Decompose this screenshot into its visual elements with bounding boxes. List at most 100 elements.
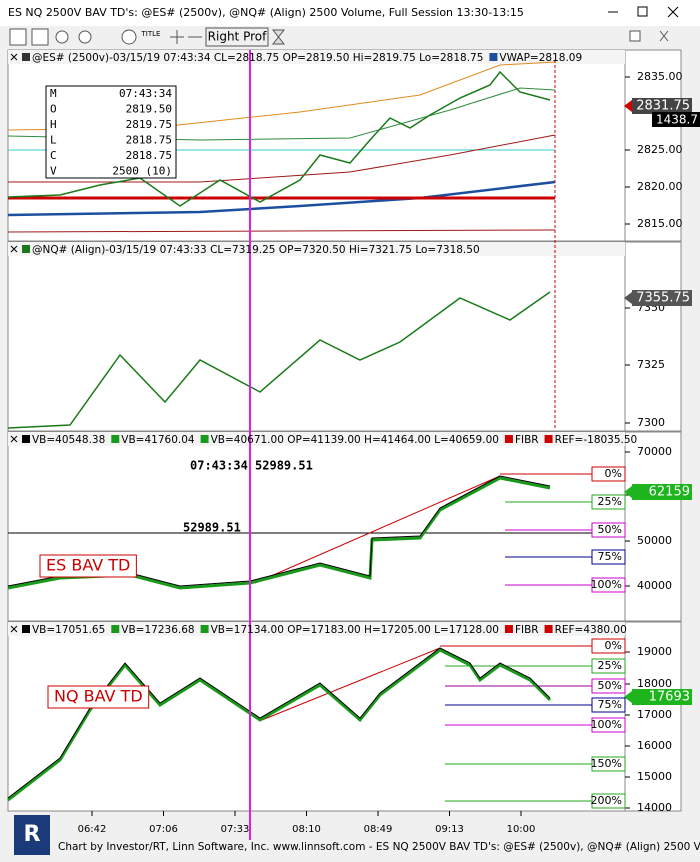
axis-label: 2835.00 [637, 70, 683, 83]
fib-label-box [591, 658, 626, 674]
legend-swatch [544, 625, 553, 633]
price-axis [624, 49, 682, 242]
name-box-text: NQ BAV TD [54, 687, 143, 706]
header-item: VB=17051.65 [32, 624, 105, 636]
header-item: @NQ# (Align)-03/15/19 07:43:33 CL=7319.2… [32, 244, 480, 256]
panel-header [8, 622, 625, 636]
time-label: 09:13 [435, 824, 464, 835]
data-window-key: H [50, 118, 57, 131]
close[interactable] [667, 6, 679, 18]
fib-label-box [591, 678, 626, 694]
legend-swatch [111, 435, 120, 443]
header-item: VB=17134.00 OP=17183.00 H=17205.00 L=171… [211, 624, 499, 636]
header-item: VB=41760.04 [121, 434, 195, 446]
axis-label: 17000 [637, 708, 672, 721]
price-axis [624, 621, 682, 812]
fib-label: 0% [605, 639, 622, 652]
chart-panel [7, 431, 626, 622]
window-buttons[interactable] [608, 6, 679, 18]
time-label: 07:06 [149, 824, 178, 835]
legend-swatch [22, 625, 30, 633]
header-item: VB=17236.68 [121, 624, 194, 636]
close-chart[interactable] [659, 30, 669, 42]
fib-label: 150% [591, 757, 622, 770]
fib-label-box [591, 638, 626, 654]
chart-panel [7, 621, 626, 812]
restore[interactable] [629, 30, 641, 42]
fib-label-box [591, 717, 626, 733]
time-label: 07:33 [221, 824, 250, 835]
axis-label: 14000 [637, 801, 672, 814]
price-tag-text: 17693 [649, 690, 690, 705]
volume-tag-text: 1438.7 [656, 113, 698, 127]
panel-header [8, 432, 625, 446]
tag-arrow [624, 292, 632, 304]
annotation: 07:43:34 52989.51 [190, 459, 313, 473]
band-line [8, 134, 556, 183]
time-label: 10:00 [507, 824, 536, 835]
panel-header [8, 242, 625, 256]
fib-label: 25% [598, 659, 622, 672]
axis-label: 19000 [637, 645, 672, 658]
axis-label: 2815.00 [637, 217, 683, 230]
fib-label: 0% [605, 467, 622, 480]
axis-label: 50000 [637, 534, 672, 547]
data-window-key: M [50, 87, 57, 100]
settings-icon[interactable] [78, 30, 92, 44]
tag-arrow [624, 100, 632, 112]
price-tag [632, 689, 692, 705]
fib-label-box [591, 577, 626, 593]
price-line [7, 291, 551, 429]
fib-label-box [591, 549, 626, 565]
clock-icon[interactable] [121, 29, 137, 45]
fib-label: 50% [598, 679, 622, 692]
legend-swatch [22, 53, 30, 61]
crosshair-icon[interactable] [170, 30, 202, 44]
tag-arrow [624, 691, 632, 703]
fib-trend [254, 475, 501, 584]
header-item: VWAP=2818.09 [499, 52, 582, 64]
logo [14, 815, 50, 855]
chart-panel [7, 241, 626, 432]
band-line [7, 229, 556, 233]
close-panel [10, 435, 18, 443]
price-tag-text: 62159 [649, 485, 690, 500]
right-prof-button[interactable] [205, 27, 269, 47]
legend-swatch [489, 53, 498, 61]
title-icon: TITLE [141, 30, 161, 38]
data-window-key: C [50, 149, 57, 162]
annotation: 52989.51 [183, 521, 241, 535]
legend-swatch [504, 435, 513, 443]
data-window-value: 2819.75 [126, 118, 172, 131]
data-window-value: 07:43:34 [119, 87, 172, 100]
fib-label: 25% [598, 495, 622, 508]
volume-tag [652, 112, 700, 127]
tool-icon[interactable] [31, 28, 49, 46]
right-prof-label: Right Prof [208, 30, 267, 44]
price-axis [624, 431, 682, 622]
data-window-value: 2819.50 [126, 103, 172, 116]
zoom-icon[interactable] [55, 30, 69, 44]
fib-label: 100% [591, 718, 622, 731]
fib-label-box [591, 466, 626, 482]
tool-icon[interactable] [9, 28, 27, 46]
price-tag-text: 7355.75 [636, 291, 690, 306]
status-text: Chart by Investor/RT, Linn Software, Inc… [58, 841, 700, 853]
fib-label-box [591, 756, 626, 772]
fib-label: 200% [591, 794, 622, 807]
axis-label: 2820.00 [637, 180, 683, 193]
legend-swatch [111, 625, 120, 633]
panels [7, 49, 682, 812]
axis-label: 2825.00 [637, 143, 683, 156]
maximize[interactable] [637, 6, 648, 17]
toolbar [9, 27, 669, 47]
axis-label: 7325 [637, 358, 665, 371]
header-item: FIBR [515, 434, 539, 446]
title-bar [0, 0, 700, 26]
axis-label: 7300 [637, 416, 665, 429]
fib-label-box [591, 793, 626, 809]
header-item: REF=4380.00 [555, 624, 627, 636]
hourglass-icon[interactable] [271, 29, 286, 45]
axis-label: 18000 [637, 677, 672, 690]
